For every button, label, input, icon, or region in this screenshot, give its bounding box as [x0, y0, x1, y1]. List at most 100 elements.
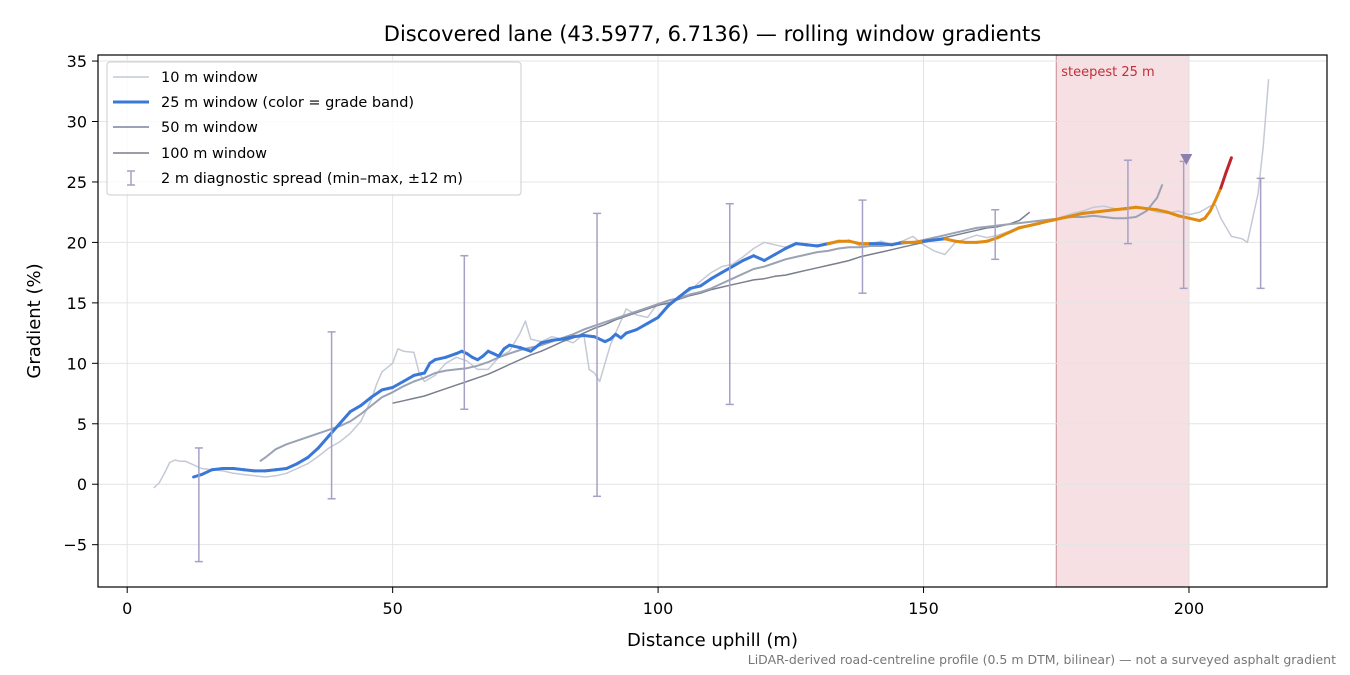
y-tick-label: 35 [67, 52, 87, 71]
steepest-marker [1180, 153, 1193, 165]
series-25m-segment [752, 254, 766, 262]
y-tick-label: 15 [67, 294, 87, 313]
band-label: steepest 25 m [1061, 65, 1154, 80]
series-25m-segment [529, 341, 543, 353]
series-25m-segment [571, 334, 586, 339]
series-25m-segment [1155, 208, 1170, 214]
series-25m-segment [1208, 198, 1217, 213]
series-25m-segment [497, 347, 506, 358]
y-axis-label: Gradient (%) [24, 263, 45, 378]
series-25m-segment [943, 237, 957, 243]
series-25m-segment [784, 242, 798, 250]
series-25m-segment [911, 239, 925, 244]
x-axis-label: Distance uphill (m) [627, 630, 798, 651]
series-layer [153, 79, 1270, 489]
series-25m-segment [295, 456, 310, 466]
series-25m-segment [369, 388, 384, 399]
series-25m-segment [1081, 210, 1095, 215]
series-25m-segment [847, 239, 862, 246]
series-25m-segment [338, 410, 352, 426]
series-25m-segment [507, 343, 522, 350]
series-25m-segment [1214, 186, 1223, 202]
highlight-band [1056, 55, 1189, 587]
y-tick-label: 5 [77, 415, 87, 434]
y-tick-label: 25 [67, 173, 87, 192]
series-25m-segment [635, 321, 649, 331]
series-25m-segment [922, 238, 936, 243]
legend-label-100m: 100 m window [161, 146, 267, 162]
series-25m-segment [412, 371, 426, 377]
series-25m-segment [720, 265, 734, 275]
series-25m-segment [539, 338, 554, 345]
series-25m-segment [730, 259, 745, 269]
series-25m-segment [815, 242, 830, 248]
series-25m-segment [1060, 214, 1074, 220]
series-25m-segment [1145, 207, 1159, 212]
y-tick-label: 0 [77, 475, 87, 494]
series-25m-segment [688, 284, 703, 290]
series-25m-segment [1187, 216, 1202, 223]
series-25m-segment [1224, 156, 1233, 174]
series-25m-segment [826, 239, 841, 246]
y-tick-label: 10 [67, 354, 87, 373]
legend: 10 m window 25 m window (color = grade b… [106, 61, 522, 196]
series-25m-segment [1007, 226, 1021, 235]
series-25m-segment [561, 335, 575, 341]
series-25m-segment [1134, 205, 1148, 211]
highlight-band-layer [1055, 55, 1190, 587]
series-25m-segment [624, 328, 639, 335]
x-tick-label: 200 [1174, 599, 1205, 618]
series-25m-segment [391, 380, 405, 389]
series-25m-segment [1091, 209, 1106, 214]
series-25m-segment [677, 286, 692, 299]
series-25m-segment [380, 386, 395, 392]
plot-frame [97, 54, 1328, 588]
series-25m-segment [1038, 219, 1053, 225]
series-25m-segment [423, 361, 432, 375]
series-25m-segment [1070, 211, 1085, 218]
series-25m-segment [741, 254, 756, 262]
series-25m-segment [306, 446, 320, 460]
series-25m-segment [1049, 216, 1064, 223]
series-25m-segment [890, 240, 904, 247]
series-25m-segment [656, 303, 671, 319]
series-25m-segment [263, 468, 278, 473]
series-25m-segment [1102, 208, 1117, 213]
series-25m-segment [879, 242, 894, 247]
x-tick-label: 0 [122, 599, 132, 618]
series-25m-segment [699, 277, 713, 288]
series-25m-segment [646, 315, 660, 325]
legend-label-50m: 50 m window [161, 120, 258, 136]
series-50m-line [259, 184, 1164, 463]
series-25m-segment [592, 335, 607, 344]
y-tick-label: 20 [67, 233, 87, 252]
series-25m-segment [582, 334, 596, 339]
series-25m-segment [316, 434, 331, 450]
series-25m-segment [327, 422, 342, 438]
series-25m-segment [794, 242, 809, 247]
series-25m-segment [996, 231, 1010, 240]
series-25m-segment [805, 243, 819, 248]
y-tick-label: 30 [67, 113, 87, 132]
series-25m-segment [285, 462, 299, 470]
series-25m-segment [773, 247, 787, 256]
tick-layer: 0 50 100 150 200 −5 0 5 10 15 20 25 30 35 [63, 52, 1204, 618]
series-25m-segment [231, 467, 246, 472]
series-25m-segment [1166, 210, 1180, 218]
series-25m-segment [359, 395, 373, 408]
legend-label-10m: 10 m window [161, 70, 258, 86]
legend-box [106, 61, 522, 196]
series-25m-segment [932, 237, 947, 242]
series-25m-segment [444, 352, 458, 359]
series-25m-segment [200, 468, 214, 477]
series-25m-segment [1028, 221, 1042, 227]
x-tick-label: 150 [908, 599, 939, 618]
series-25m-segment [401, 373, 416, 383]
series-25m-segment [242, 468, 257, 473]
series-25m-segment [1017, 224, 1032, 230]
series-25m-segment [210, 467, 225, 472]
x-tick-label: 100 [643, 599, 674, 618]
series-25m-segment [274, 467, 288, 472]
series-25m-segment [518, 346, 533, 353]
